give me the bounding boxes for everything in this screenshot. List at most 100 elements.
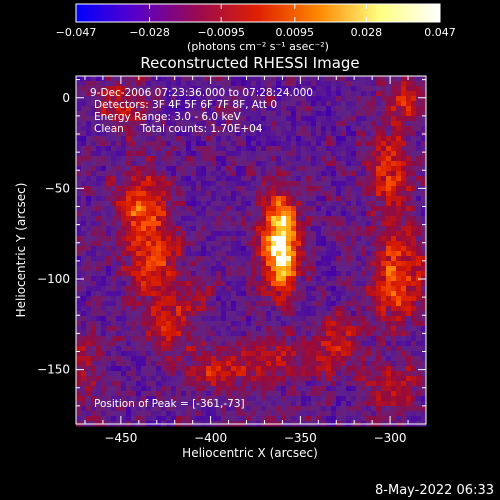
heatmap-cell [301,366,307,372]
heatmap-cell [266,311,272,317]
heatmap-cell [111,186,117,192]
heatmap-cell [106,396,112,402]
heatmap-cell [106,356,112,362]
heatmap-cell [206,216,212,222]
heatmap-cell [276,306,282,312]
heatmap-cell [411,76,417,82]
heatmap-cell [416,116,422,122]
heatmap-cell [311,141,317,147]
heatmap-cell [396,266,402,272]
heatmap-cell [251,106,257,112]
heatmap-cell [121,161,127,167]
heatmap-cell [81,141,87,147]
heatmap-cell [221,141,227,147]
heatmap-cell [141,206,147,212]
heatmap-cell [351,196,357,202]
heatmap-cell [226,351,232,357]
heatmap-cell [196,151,202,157]
heatmap-cell [226,171,232,177]
heatmap-cell [326,406,332,412]
heatmap-cell [126,111,132,117]
heatmap-cell [276,296,282,302]
heatmap-cell [131,201,137,207]
heatmap-cell [126,336,132,342]
heatmap-cell [351,151,357,157]
heatmap-cell [206,271,212,277]
heatmap-cell [271,336,277,342]
heatmap-cell [81,196,87,202]
heatmap-cell [126,416,132,422]
heatmap-cell [286,286,292,292]
heatmap-cell [231,91,237,97]
heatmap-cell [81,286,87,292]
heatmap-cell [181,141,187,147]
heatmap-cell [346,371,352,377]
heatmap-cell [311,106,317,112]
heatmap-cell [416,211,422,217]
heatmap-cell [276,216,282,222]
heatmap-cell [131,326,137,332]
heatmap-cell [336,236,342,242]
heatmap-cell [401,191,407,197]
heatmap-cell [131,131,137,137]
heatmap-cell [216,371,222,377]
heatmap-cell [106,191,112,197]
heatmap-cell [171,406,177,412]
heatmap-cell [311,96,317,102]
heatmap-cell [186,316,192,322]
heatmap-cell [186,76,192,82]
heatmap-cell [391,226,397,232]
heatmap-cell [171,386,177,392]
heatmap-cell [146,326,152,332]
colorbar-tick-label: −0.047 [56,26,97,39]
heatmap-cell [241,376,247,382]
heatmap-cell [346,111,352,117]
heatmap-cell [326,391,332,397]
heatmap-cell [166,346,172,352]
heatmap-cell [206,371,212,377]
heatmap-cell [341,81,347,87]
heatmap-cell [201,336,207,342]
heatmap-cell [91,256,97,262]
heatmap-cell [316,316,322,322]
heatmap-cell [191,101,197,107]
heatmap-cell [366,221,372,227]
heatmap-cell [291,376,297,382]
heatmap-cell [176,331,182,337]
heatmap-cell [346,106,352,112]
heatmap-cell [381,176,387,182]
heatmap-cell [106,411,112,417]
heatmap-cell [381,221,387,227]
heatmap-cell [396,376,402,382]
heatmap-cell [361,341,367,347]
heatmap-cell [161,306,167,312]
heatmap-cell [246,186,252,192]
heatmap-cell [286,276,292,282]
heatmap-cell [311,386,317,392]
heatmap-cell [166,211,172,217]
heatmap-cell [286,176,292,182]
heatmap-cell [196,356,202,362]
heatmap-cell [151,116,157,122]
heatmap-cell [301,266,307,272]
heatmap-cell [346,96,352,102]
heatmap-cell [236,186,242,192]
heatmap-cell [301,361,307,367]
heatmap-cell [121,201,127,207]
heatmap-cell [306,256,312,262]
heatmap-cell [191,201,197,207]
y-tick-label: −50 [45,181,70,195]
heatmap-cell [266,306,272,312]
heatmap-cell [386,231,392,237]
heatmap-cell [411,401,417,407]
heatmap-cell [291,241,297,247]
heatmap-cell [316,131,322,137]
heatmap-cell [371,406,377,412]
heatmap-cell [346,291,352,297]
heatmap-cell [411,81,417,87]
heatmap-cell [76,106,82,112]
heatmap-cell [386,411,392,417]
heatmap-cell [191,226,197,232]
heatmap-cell [376,366,382,372]
heatmap-cell [216,271,222,277]
